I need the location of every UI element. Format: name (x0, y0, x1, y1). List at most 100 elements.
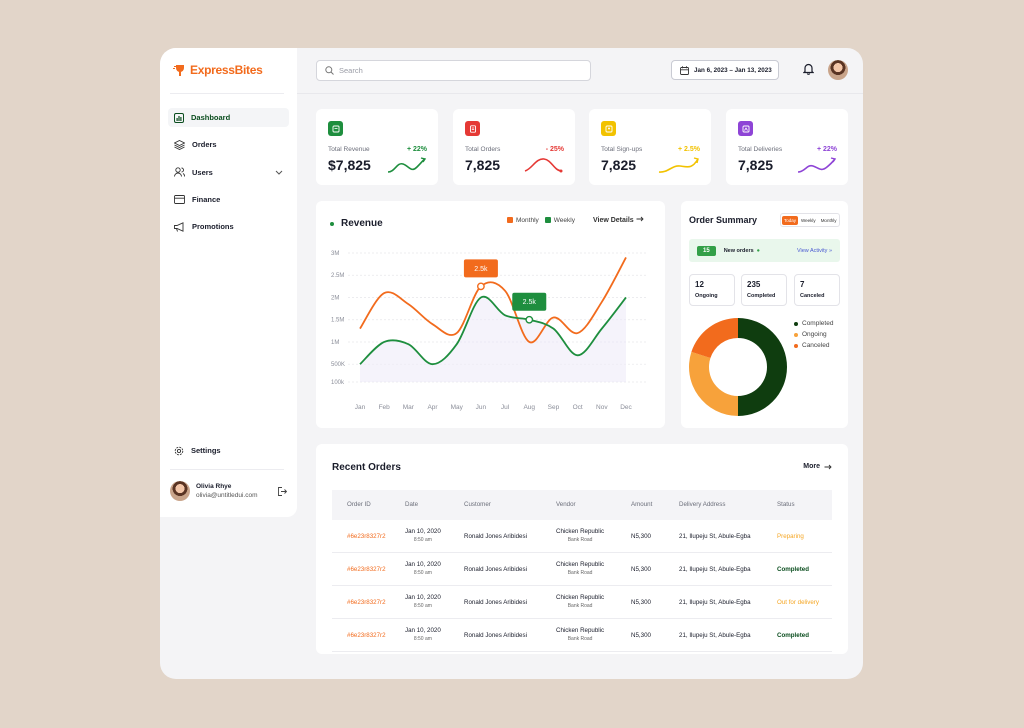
col-customer[interactable]: Customer (464, 501, 491, 508)
col-order-id[interactable]: Order ID (347, 501, 371, 508)
header-avatar[interactable] (828, 60, 848, 80)
stat-label: Total Orders (465, 146, 501, 153)
legend-monthly[interactable]: Monthly (507, 217, 539, 224)
y-tick-label: 100k (331, 380, 345, 386)
sidebar-settings: Settings (168, 441, 289, 468)
series-line-monthly (359, 257, 627, 344)
bell-icon[interactable] (803, 63, 814, 75)
stat-change: - 25% (545, 146, 564, 153)
y-tick-label: 3M (331, 251, 339, 257)
legend-canceled: Canceled (794, 342, 833, 349)
revenue-card: Revenue Monthly Weekly View Details 3M 2.… (316, 201, 665, 428)
legend-label: Canceled (802, 342, 830, 349)
stat-change: + 2.5% (678, 146, 700, 153)
order-id[interactable]: #6e23r8327r2 (347, 632, 386, 639)
order-id[interactable]: #6e23r8327r2 (347, 566, 386, 573)
user-email: olivia@untitledui.com (196, 492, 258, 499)
tile-completed[interactable]: 235 Completed (741, 274, 787, 306)
status-dot: ● (756, 247, 760, 254)
table-row[interactable]: #6e23r8327r2 Jan 10, 2020 8:50 am Ronald Jo… (332, 520, 832, 553)
x-tick-label: May (451, 404, 464, 411)
new-orders-count: 15 (697, 245, 716, 256)
view-activity-link[interactable]: View Activity » (797, 248, 832, 254)
tile-value: 235 (747, 280, 761, 289)
x-tick-label: Dec (620, 404, 632, 411)
date-text: Jan 10, 2020 (405, 528, 441, 535)
recent-orders-title: Recent Orders (332, 462, 401, 473)
table-row[interactable]: #6e23r8327r2 Jan 10, 2020 8:50 am Ronald Jo… (332, 553, 832, 586)
tooltip-box (512, 292, 547, 311)
customer-name: Ronald Jones Aribidesi (464, 533, 527, 540)
y-tick-label: 500K (331, 362, 345, 368)
avatar[interactable] (170, 481, 190, 501)
chevron-down-icon[interactable] (275, 170, 283, 175)
vendor: Chicken Republic Bank Road (556, 528, 604, 543)
delivery-address: 21, Ilupeju St, Abule-Egba (679, 599, 751, 606)
date-range-picker[interactable]: Jan 6, 2023 – Jan 13, 2023 (671, 60, 779, 80)
sidebar-item-orders[interactable]: Orders (168, 135, 289, 154)
amount: N5,300 (631, 566, 651, 573)
sidebar-divider (170, 93, 284, 94)
search-input[interactable] (339, 66, 539, 75)
y-tick-label: 2M (331, 295, 339, 301)
sidebar-divider (170, 469, 284, 470)
legend-ongoing: Ongoing (794, 331, 833, 338)
col-vendor[interactable]: Vendor (556, 501, 576, 508)
more-link[interactable]: More (803, 463, 832, 470)
sidebar-item-promotions[interactable]: Promotions (168, 217, 289, 236)
tile-canceled[interactable]: 7 Canceled (794, 274, 840, 306)
highlight-point[interactable] (477, 282, 485, 291)
donut-slice-completed[interactable] (738, 318, 787, 416)
order-summary-title: Order Summary (689, 215, 758, 225)
tooltip-label: 2.5k (474, 266, 488, 273)
sidebar-item-users[interactable]: Users (168, 163, 289, 182)
sidebar-item-dashboard[interactable]: Dashboard (168, 108, 289, 127)
legend-weekly[interactable]: Weekly (544, 217, 575, 224)
stat-value: 7,825 (738, 157, 774, 173)
table-header: Order ID Date Customer Vendor Amount Del… (332, 490, 832, 520)
col-status[interactable]: Status (777, 501, 795, 508)
status-badge: Completed (777, 632, 809, 639)
user-name: Olivia Rhye (196, 483, 232, 490)
legend-monthly-label: Monthly (516, 216, 539, 224)
logo-icon (173, 65, 184, 76)
delivery-address: 21, Ilupeju St, Abule-Egba (679, 533, 751, 540)
time-text: 8:50 am (413, 603, 432, 609)
calendar-icon (680, 65, 689, 75)
stat-label: Total Revenue (328, 146, 370, 153)
period-monthly[interactable]: Monthly (820, 217, 837, 223)
period-weekly[interactable]: Weekly (801, 217, 816, 223)
donut-slice-ongoing[interactable] (689, 351, 738, 416)
user-profile[interactable]: Olivia Rhye olivia@untitledui.com (170, 481, 287, 501)
col-delivery-address[interactable]: Delivery Address (679, 501, 726, 508)
logo[interactable]: ExpressBites (173, 63, 263, 77)
sidebar-item-label: Settings (191, 446, 221, 455)
table-row[interactable]: #6e23r8327r2 Jan 10, 2020 8:50 am Ronald Jo… (332, 586, 832, 619)
logout-icon[interactable] (278, 486, 287, 496)
legend-dot (794, 332, 798, 337)
status-badge: Completed (777, 566, 809, 573)
x-tick-label: Oct (573, 404, 583, 411)
users-icon (174, 167, 185, 177)
sparkline (524, 158, 563, 173)
search-bar[interactable] (316, 60, 591, 81)
vendor: Chicken Republic Bank Road (556, 594, 604, 609)
sidebar-item-finance[interactable]: Finance (168, 190, 289, 209)
time-text: 8:50 am (413, 570, 432, 576)
period-today[interactable]: Today (782, 215, 799, 225)
col-amount[interactable]: Amount (631, 501, 653, 508)
arrow-right-icon (636, 216, 644, 222)
highlight-point[interactable] (525, 315, 534, 324)
table-row[interactable]: #6e23r8327r2 Jan 10, 2020 8:50 am Ronald Jo… (332, 619, 832, 652)
view-details-link[interactable]: View Details (593, 216, 644, 224)
donut-slice-canceled[interactable] (691, 318, 738, 359)
sidebar-item-settings[interactable]: Settings (168, 441, 289, 460)
legend-dot (794, 321, 798, 326)
vendor-branch: Bank Road (567, 570, 593, 576)
legend-completed: Completed (794, 320, 833, 327)
col-date[interactable]: Date (405, 501, 419, 508)
order-id[interactable]: #6e23r8327r2 (347, 599, 386, 606)
order-id[interactable]: #6e23r8327r2 (347, 533, 386, 540)
tile-ongoing[interactable]: 12 Ongoing (689, 274, 735, 306)
user-plus-icon (601, 121, 616, 136)
